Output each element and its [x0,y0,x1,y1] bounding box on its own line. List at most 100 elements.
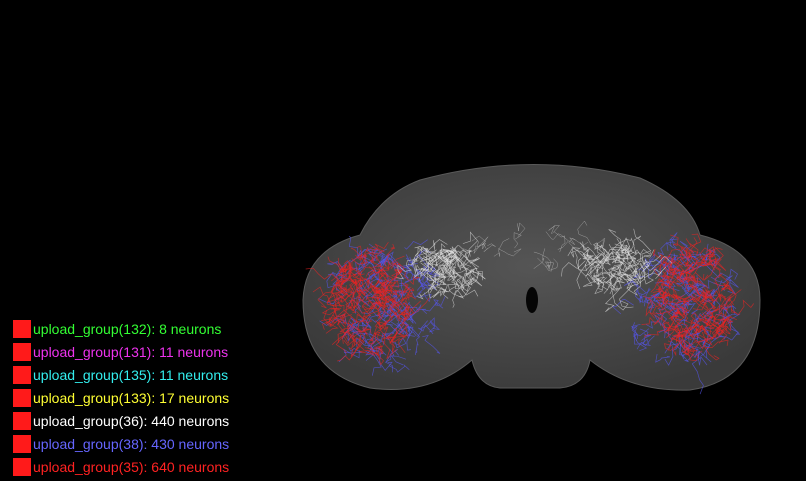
neuron-fiber [397,318,409,337]
neuron-fiber [594,282,605,295]
neuron-fiber [429,279,439,294]
neuron-fiber [361,327,372,336]
neuron-fiber [387,302,399,324]
neuron-fiber [689,349,699,362]
neuron-fiber [356,319,367,331]
neuron-fiber [377,320,390,330]
neuron-fiber [631,322,638,340]
neuron-fiber [390,261,405,276]
neuron-fiber [330,304,340,317]
neuron-fiber [627,274,639,291]
neuron-fiber [698,247,714,266]
neuron-fiber [386,296,401,320]
neuron-fiber [343,260,357,284]
neuron-fiber [662,321,678,331]
neuron-fiber [588,259,598,280]
neuron-fiber [457,261,470,279]
neuron-fiber [684,326,696,339]
neuron-fiber [372,254,386,267]
neuron-fiber [383,268,403,293]
neuron-fiber [616,274,636,283]
neuron-fiber [386,243,395,256]
neuron-fiber [656,276,667,306]
neuron-fiber [708,280,723,297]
neuron-fiber [465,267,483,277]
neuron-fiber [391,337,407,349]
neuron-fiber [619,284,634,308]
neuron-fiber [322,298,337,330]
neuron-fiber [395,286,412,294]
neuron-fiber [661,295,668,305]
neuron-fiber [452,270,465,288]
neuron-fiber [401,282,415,302]
neuron-fiber [616,237,630,261]
neuron-fiber [318,287,345,305]
neuron-fiber [643,287,650,307]
neuron-fiber [710,298,734,314]
legend-label: upload_group(36): 440 neurons [33,412,230,429]
neuron-fiber [603,248,615,256]
neuron-fiber [574,252,594,271]
neuron-fiber [439,275,454,285]
neuron-fiber [625,258,636,273]
neuron-fiber [396,297,411,311]
neuron-fiber [675,266,694,282]
neuron-fiber [390,289,404,304]
neuron-fiber [337,319,345,343]
neuron-fiber [714,303,737,314]
neuron-fiber [627,269,644,283]
neuron-fiber [337,257,361,276]
neuron-fiber [586,256,597,275]
neuron-fiber [642,255,673,272]
neuron-fiber [690,312,702,327]
neuron-fiber [336,346,358,362]
neuron-fiber [339,318,355,333]
neuron-fiber [545,231,569,241]
neuron-fiber [344,290,362,309]
neuron-fiber [418,272,439,282]
neuron-fiber [597,271,612,283]
neuron-fiber [443,268,460,289]
neuron-fiber [428,249,446,260]
neuron-fiber [710,275,733,284]
neuron-fiber [720,312,733,324]
neuron-fiber [683,291,708,305]
neuron-fiber [404,271,421,286]
neuron-fiber [710,295,727,312]
neuron-fiber [343,277,362,286]
neuron-fiber [425,252,435,272]
neuron-fiber [691,357,704,395]
neuron-fiber [595,251,611,268]
legend-swatch [13,342,31,361]
neuron-fiber [369,250,384,263]
neuron-fiber [675,272,699,290]
neuron-fiber [394,304,415,320]
neuron-fiber [416,283,436,300]
neuron-fiber [655,354,670,363]
neuron-fiber [673,294,691,304]
neuron-fiber [672,334,685,360]
neuron-fiber [317,284,335,309]
neuron-fiber [413,246,427,264]
neuron-fiber [439,249,456,259]
neuron-fiber [698,321,720,340]
legend-swatch [13,319,31,338]
neuron-fiber [658,313,668,333]
neuron-fiber [607,258,626,271]
neuron-fiber [672,328,692,341]
neuron-fiber [452,266,469,275]
neuron-fiber [578,257,590,277]
neuron-fiber [417,324,434,338]
legend-entry: upload_group(133): 17 neurons [13,386,229,409]
neuron-fiber [670,286,685,298]
neuron-fiber [340,276,364,285]
neuron-fiber [685,262,695,281]
neuron-fiber [351,334,362,351]
neuron-fiber [702,312,715,325]
neuron-fiber [696,304,714,320]
legend-label: upload_group(38): 430 neurons [33,435,230,452]
neuron-fiber [516,222,526,237]
neuron-fiber [695,322,709,334]
neuron-fiber [683,343,695,359]
